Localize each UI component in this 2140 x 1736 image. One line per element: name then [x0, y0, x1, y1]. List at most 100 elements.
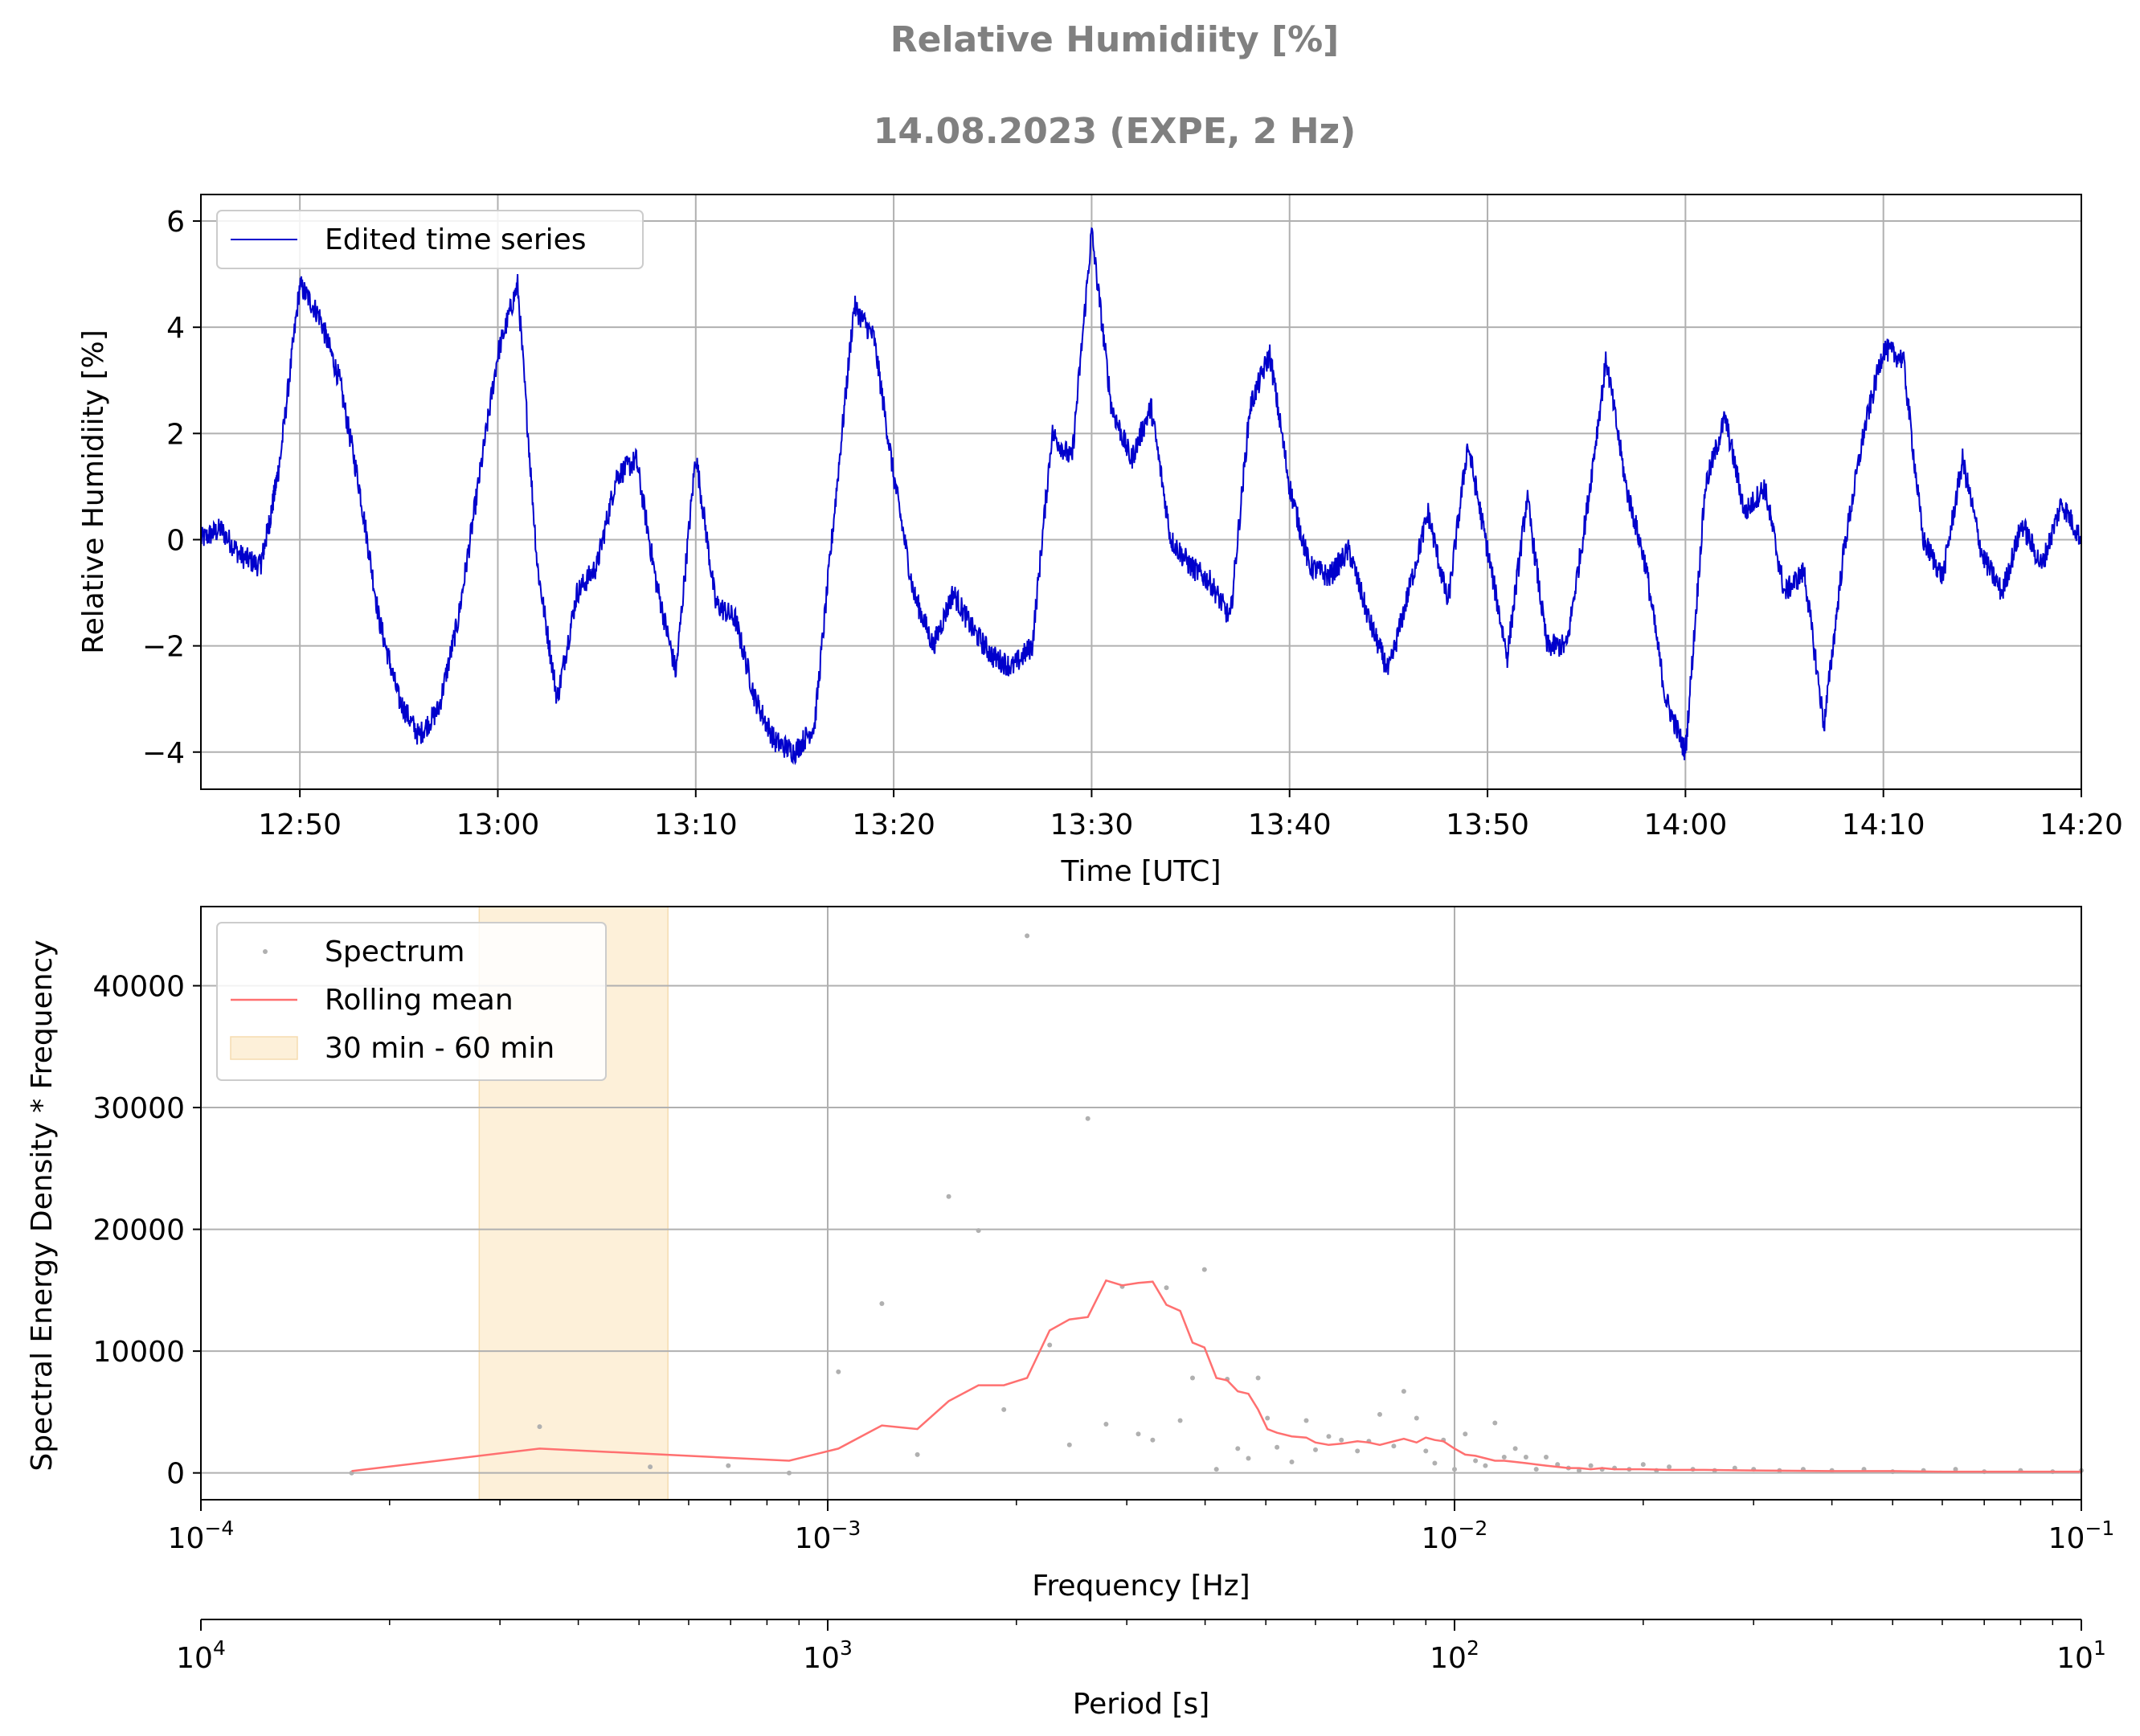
- spectrum-point: [836, 1369, 841, 1374]
- spectrum-point: [1177, 1418, 1183, 1423]
- spectrum-point: [1275, 1444, 1280, 1450]
- spectrum-point: [1339, 1437, 1344, 1443]
- legend-band: 30 min - 60 min: [325, 1032, 554, 1065]
- spectrum-point: [1103, 1422, 1109, 1427]
- time-series-plot-area: [200, 227, 2082, 766]
- time-series-x-tick-label: 13:20: [852, 809, 935, 841]
- spectrum-y-tick-label: 40000: [92, 971, 185, 1004]
- spectrum-point: [1577, 1468, 1581, 1473]
- edited-time-series-line: [200, 227, 2082, 766]
- period-x-tick-label: 103: [803, 1636, 853, 1675]
- spectrum-x-tick-label: 10−3: [795, 1517, 861, 1555]
- rolling-mean-line: [351, 1279, 2081, 1473]
- time-series-y-tick-label: 0: [166, 524, 185, 557]
- spectrum-point: [1501, 1455, 1507, 1460]
- spectrum-point: [1235, 1446, 1241, 1451]
- time-series-x-tick-label: 13:10: [654, 809, 738, 841]
- time-series-y-tick-label: 2: [166, 418, 185, 451]
- period-axis-label: Period [s]: [1073, 1688, 1210, 1721]
- spectrum-point: [1432, 1460, 1438, 1466]
- spectrum-point: [1452, 1467, 1457, 1472]
- time-series-x-tick-label: 12:50: [258, 809, 342, 841]
- spectrum-point: [1246, 1456, 1251, 1461]
- time-series-x-tick-label: 14:20: [2040, 809, 2123, 841]
- spectrum-point: [1492, 1420, 1498, 1426]
- spectrum-point: [1255, 1375, 1261, 1381]
- time-series-x-tick-label: 13:40: [1248, 809, 1332, 841]
- time-series-grid: [201, 194, 2082, 789]
- spectrum-y-tick-label: 30000: [92, 1092, 185, 1125]
- spectrum-x-tick-label: 10−2: [1422, 1517, 1488, 1555]
- spectrum-legend-box: [216, 922, 607, 1081]
- spectrum-point: [1533, 1467, 1539, 1472]
- spectrum-legend: Spectrum Rolling mean 30 min - 60 min: [216, 922, 607, 1081]
- time-series-legend: Edited time series: [216, 210, 644, 269]
- spectrum-point: [1303, 1418, 1309, 1423]
- spectrum-point: [1135, 1431, 1141, 1437]
- time-series-x-tick-label: 14:10: [1842, 809, 1925, 841]
- legend-rolling-mean: Rolling mean: [325, 984, 514, 1017]
- time-series-y-tick-label: −2: [142, 631, 185, 664]
- spectrum-point: [1401, 1389, 1406, 1394]
- spectrum-point: [1213, 1467, 1219, 1472]
- spectrum-point: [1473, 1458, 1479, 1464]
- figure-subtitle: 14.08.2023 (EXPE, 2 Hz): [874, 111, 1356, 152]
- spectrum-point: [1265, 1415, 1270, 1421]
- spectrum-point: [1326, 1434, 1332, 1439]
- legend-spectrum: Spectrum: [325, 936, 464, 968]
- spectrum-point: [1190, 1375, 1195, 1381]
- spectrum-point: [1047, 1342, 1053, 1348]
- spectrum-point: [787, 1470, 792, 1476]
- spectrum-point: [1463, 1431, 1468, 1437]
- spectrum-point: [1391, 1443, 1397, 1449]
- spectrum-point: [1201, 1267, 1207, 1272]
- spectrum-y-ticks: 40000 30000 20000 10000 0: [92, 971, 201, 1491]
- spectrum-x-tick-label: 10−1: [2048, 1517, 2115, 1555]
- spectrum-frame: [200, 906, 2082, 1501]
- spectrum-point: [946, 1194, 951, 1199]
- spectrum-point: [879, 1301, 885, 1306]
- spectrum-point: [1667, 1464, 1672, 1470]
- spectrum-point: [1377, 1411, 1382, 1417]
- spectrum-point: [1289, 1460, 1295, 1464]
- spectrum-point: [1164, 1285, 1169, 1291]
- spectrum-point: [1588, 1463, 1594, 1468]
- spectrum-point: [1001, 1406, 1007, 1412]
- period-axis-ticks: 104 103 102 101: [176, 1619, 2106, 1675]
- time-series-y-ticks: 6 4 2 0 −2 −4: [142, 206, 201, 770]
- spectrum-point: [1523, 1455, 1528, 1460]
- spectrum-point: [1355, 1448, 1361, 1454]
- legend-edited-time-series: Edited time series: [325, 223, 587, 256]
- spectrum-point: [1640, 1462, 1646, 1468]
- spectrum-point: [537, 1424, 542, 1430]
- figure-title: Relative Humidiity [%]: [890, 19, 1340, 60]
- spectrum-point: [1414, 1415, 1419, 1421]
- time-series-x-ticks: 12:50 13:00 13:10 13:20 13:30 13:40 13:50 14:00…: [258, 789, 2123, 841]
- spectrum-chart: 10−4 10−3 10−2 10−1 40000 30000 20000 10000 0 F…: [26, 906, 2115, 1721]
- time-series-frame: [200, 194, 2082, 790]
- spectrum-point: [1512, 1446, 1518, 1451]
- time-series-y-label: Relative Humidiity [%]: [77, 330, 110, 654]
- period-x-tick-label: 101: [2056, 1636, 2106, 1675]
- spectrum-x-ticks: 10−4 10−3 10−2 10−1: [168, 1500, 2115, 1555]
- time-series-x-tick-label: 13:30: [1050, 809, 1134, 841]
- spectrum-y-tick-label: 20000: [92, 1214, 185, 1247]
- spectrum-y-label: Spectral Energy Density * Frequency: [26, 940, 59, 1471]
- time-series-y-tick-label: −4: [142, 737, 185, 770]
- spectrum-x-tick-label: 10−4: [168, 1517, 235, 1555]
- legend-band-swatch: [230, 1036, 298, 1060]
- spectrum-x-label: Frequency [Hz]: [1032, 1570, 1250, 1603]
- spectrum-y-tick-label: 0: [166, 1458, 185, 1491]
- time-series-x-tick-label: 13:00: [456, 809, 540, 841]
- spectrum-point: [1150, 1437, 1156, 1443]
- time-series-chart: 12:50 13:00 13:10 13:20 13:30 13:40 13:50 14:00…: [77, 194, 2123, 888]
- spectrum-point: [726, 1463, 731, 1468]
- time-series-legend-box: [216, 210, 644, 269]
- period-x-tick-label: 102: [1430, 1636, 1479, 1675]
- time-series-x-label: Time [UTC]: [1060, 855, 1221, 888]
- time-series-x-tick-label: 14:00: [1643, 809, 1727, 841]
- time-series-x-tick-label: 13:50: [1446, 809, 1529, 841]
- spectrum-point: [915, 1451, 920, 1457]
- legend-spectrum-marker: [263, 949, 268, 954]
